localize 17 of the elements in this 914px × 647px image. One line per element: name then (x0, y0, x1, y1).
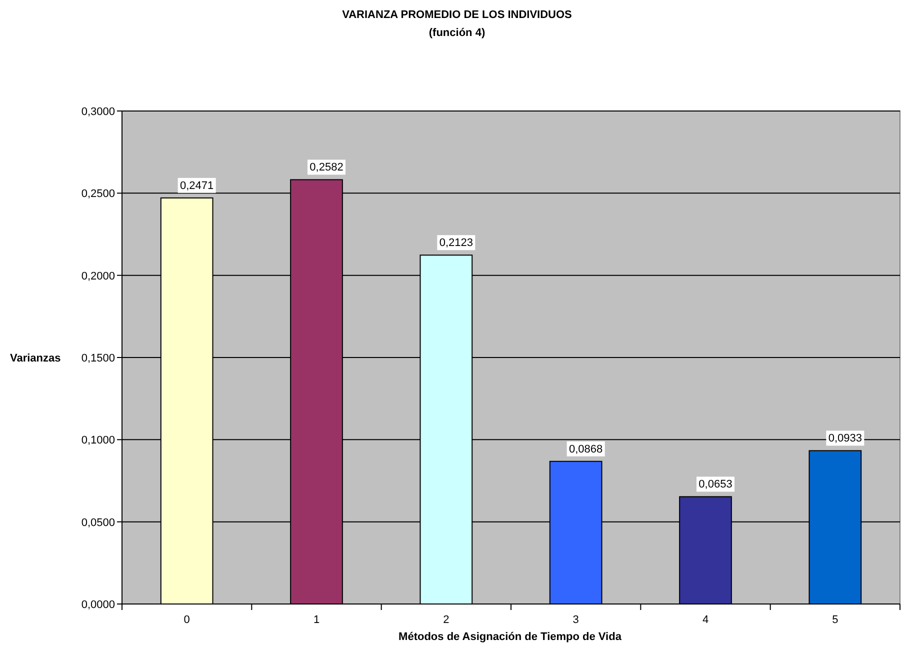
y-tick-label: 0,2500 (81, 188, 115, 200)
x-axis-title: Métodos de Asignación de Tiempo de Vida (398, 631, 622, 643)
y-tick-label: 0,1500 (81, 352, 115, 364)
y-axis-title: Varianzas (10, 352, 61, 364)
x-tick-label: 5 (832, 614, 838, 626)
chart-title: VARIANZA PROMEDIO DE LOS INDIVIDUOS (342, 9, 572, 21)
x-tick-label: 1 (313, 614, 320, 626)
x-tick-label: 4 (702, 614, 709, 626)
chart-subtitle: (función 4) (428, 27, 486, 39)
y-tick-label: 0,3000 (81, 106, 115, 118)
x-tick-label: 2 (443, 614, 450, 626)
y-tick-label: 0,0000 (81, 599, 115, 611)
x-tick-label: 3 (572, 614, 579, 626)
y-tick-label: 0,2000 (81, 270, 115, 282)
x-tick-label: 0 (184, 614, 190, 626)
y-tick-label: 0,0500 (81, 516, 115, 529)
y-tick-label: 0,1000 (81, 434, 115, 447)
